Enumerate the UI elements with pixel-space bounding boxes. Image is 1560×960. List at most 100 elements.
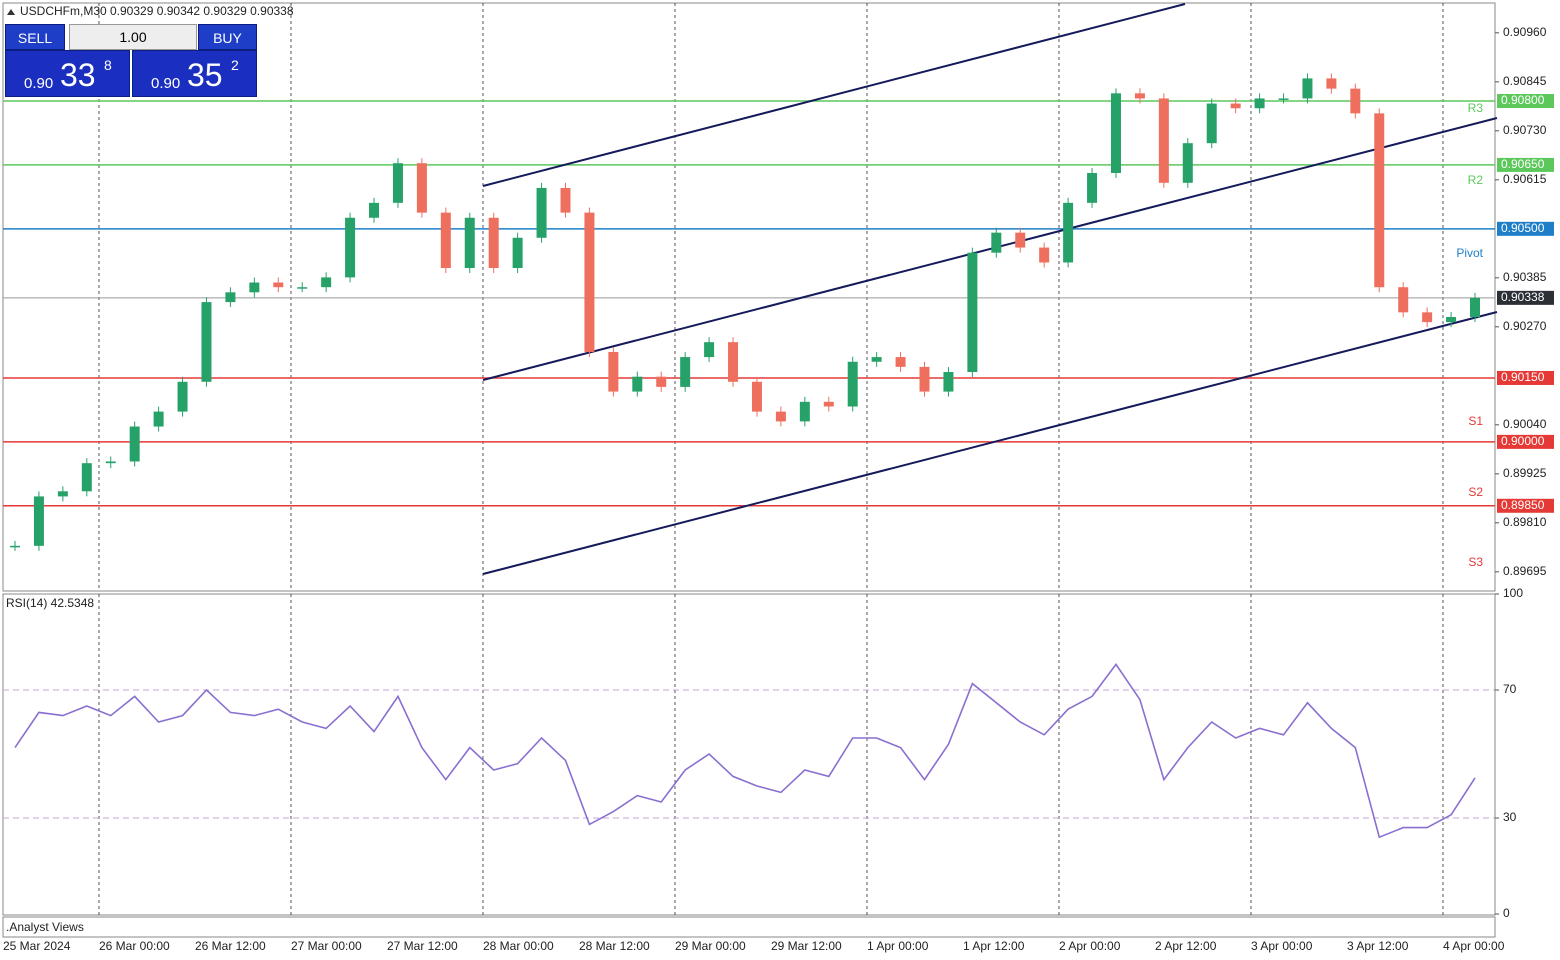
candle	[464, 217, 475, 269]
candle	[1254, 98, 1265, 109]
level-tag-label: 0.90150	[1501, 370, 1545, 384]
level-tag	[1497, 434, 1554, 449]
level-tag-label: 0.90000	[1501, 434, 1545, 448]
candle	[201, 302, 212, 382]
candle	[943, 371, 954, 392]
candle	[775, 411, 786, 422]
candle	[799, 401, 810, 422]
candle	[1326, 78, 1337, 89]
x-tick-label: 29 Mar 12:00	[771, 939, 842, 953]
candle	[1039, 247, 1050, 263]
current-price-tag	[1497, 290, 1554, 305]
level-tag	[1497, 94, 1554, 108]
level-tag-label: 0.90650	[1501, 157, 1545, 171]
level-name: R2	[1468, 173, 1484, 187]
candle	[488, 217, 499, 269]
y-tick-label: 30	[1503, 810, 1517, 824]
channel-middle	[482, 117, 1498, 381]
rsi-title: RSI(14) 42.5348	[6, 596, 94, 610]
rsi-panel	[2, 593, 1496, 916]
collapse-icon[interactable]	[7, 9, 15, 15]
volume[interactable]: 1.00	[119, 29, 147, 45]
bid-box[interactable]: 0.90 33 8	[5, 50, 130, 97]
y-tick-label: 0.90615	[1503, 172, 1547, 186]
candle	[1134, 93, 1145, 99]
bid-pips: 33	[60, 57, 96, 93]
y-tick-label: 0.90270	[1503, 319, 1547, 333]
trade-panel: SELL 1.00 BUY 0.90 33 8 0.90 35 2	[5, 24, 257, 97]
level-tag	[1497, 498, 1554, 513]
candle	[536, 187, 547, 238]
candle	[321, 277, 332, 288]
x-tick-label: 3 Apr 12:00	[1347, 939, 1409, 953]
candle	[416, 163, 427, 213]
candle	[1087, 173, 1098, 203]
buy-button[interactable]: BUY	[198, 24, 257, 50]
candle	[895, 357, 906, 367]
x-tick-label: 2 Apr 00:00	[1059, 939, 1121, 953]
ohlc: 0.90329 0.90342 0.90329 0.90338	[110, 4, 294, 18]
ask-box[interactable]: 0.90 35 2	[132, 50, 257, 97]
candle	[632, 376, 643, 392]
volume-box[interactable]: 1.00	[69, 24, 197, 50]
candle	[369, 202, 380, 218]
level-name: S2	[1468, 485, 1483, 499]
ask-point: 2	[231, 57, 239, 73]
x-tick-label: 4 Apr 00:00	[1443, 939, 1505, 953]
level-tag-label: 0.90800	[1501, 93, 1545, 107]
candle	[10, 545, 20, 548]
current-price-label: 0.90338	[1501, 290, 1545, 304]
x-tick-label: 25 Mar 2024	[3, 939, 71, 953]
candle	[392, 163, 403, 203]
candle	[1230, 103, 1241, 109]
y-tick-label: 0.90385	[1503, 270, 1547, 284]
candle	[728, 342, 739, 382]
candle	[919, 366, 930, 392]
candle	[1206, 103, 1217, 144]
candle	[273, 282, 284, 288]
candle	[33, 496, 44, 546]
x-tick-label: 27 Mar 00:00	[291, 939, 362, 953]
marks	[10, 73, 1480, 839]
level-name: S1	[1468, 414, 1483, 428]
sell-button[interactable]: SELL	[5, 24, 65, 50]
candle	[129, 426, 140, 462]
level-name: R3	[1468, 101, 1484, 115]
candle	[1158, 98, 1169, 183]
candle	[1182, 143, 1193, 183]
y-tick-label: 0.90730	[1503, 123, 1547, 137]
candle	[823, 401, 834, 407]
x-tick-label: 27 Mar 12:00	[387, 939, 458, 953]
candle	[751, 381, 762, 412]
x-tick-label: 29 Mar 00:00	[675, 939, 746, 953]
y-tick-label: 0	[1503, 906, 1510, 920]
candle	[105, 461, 116, 464]
candle	[177, 381, 188, 412]
ask-pips: 35	[187, 57, 223, 93]
candle	[345, 217, 356, 278]
candle	[680, 357, 691, 387]
candle	[1470, 297, 1480, 318]
candle	[1015, 232, 1026, 248]
level-tag-label: 0.90500	[1501, 221, 1545, 235]
candle	[847, 361, 858, 407]
candle	[991, 232, 1002, 253]
candle	[608, 351, 619, 392]
symbol: USDCHFm,M30	[20, 4, 107, 18]
candle	[1278, 98, 1289, 100]
candle	[871, 357, 882, 362]
y-tick-label: 100	[1503, 586, 1523, 600]
level-tag	[1497, 370, 1554, 385]
candle	[297, 287, 308, 289]
bid-point: 8	[104, 57, 112, 73]
level-tag	[1497, 221, 1554, 236]
level-name: Pivot	[1456, 246, 1483, 260]
y-tick-label: 0.90845	[1503, 74, 1547, 88]
y-tick-label: 0.89810	[1503, 515, 1547, 529]
level-name: S3	[1468, 555, 1483, 569]
candle	[225, 292, 236, 303]
x-tick-label: 28 Mar 12:00	[579, 939, 650, 953]
x-tick-label: 1 Apr 12:00	[963, 939, 1025, 953]
x-tick-label: 26 Mar 12:00	[195, 939, 266, 953]
